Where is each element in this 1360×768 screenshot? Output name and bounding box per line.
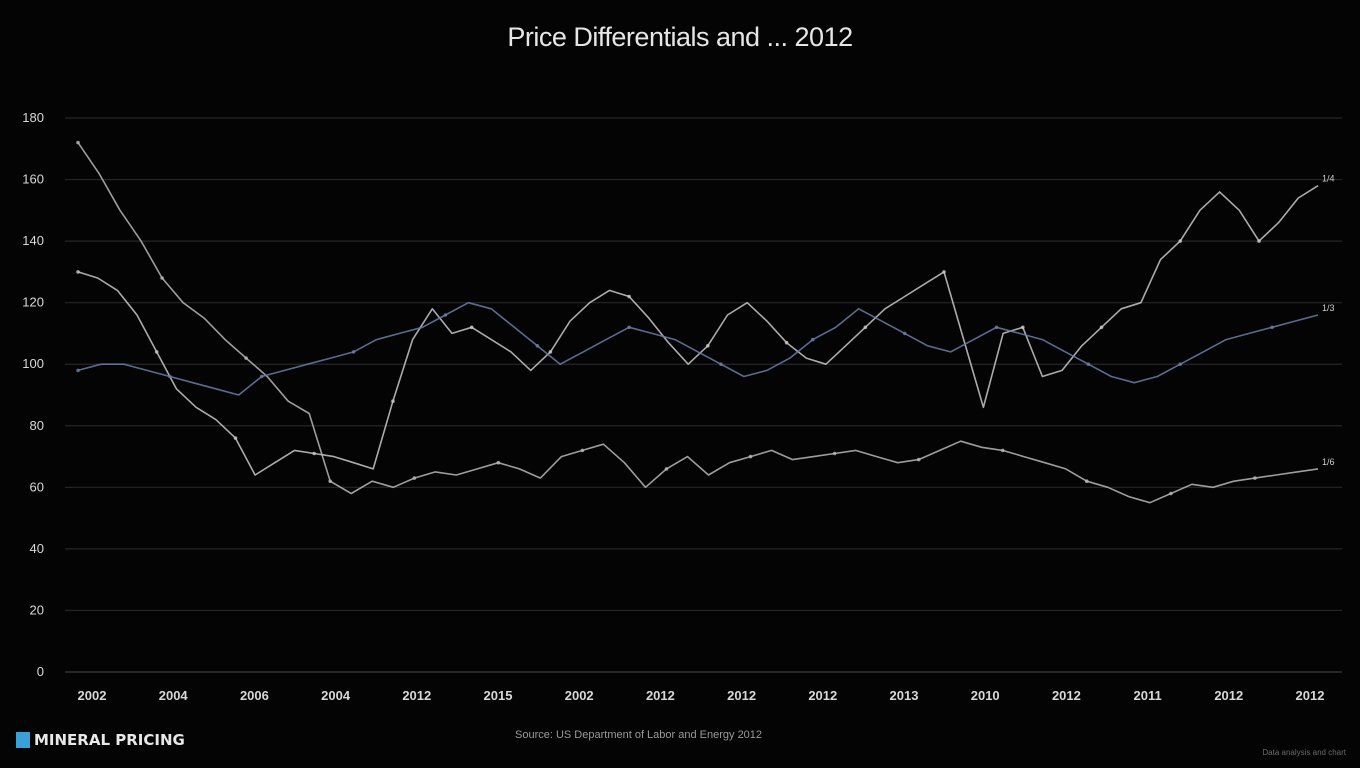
data-point	[1178, 239, 1182, 243]
end-labels: 1/6 1/4 1/3	[1322, 174, 1335, 467]
data-point	[1257, 239, 1261, 243]
chart-title: Price Differentials and ... 2012	[507, 22, 853, 52]
data-point	[160, 276, 164, 280]
data-point	[312, 451, 317, 456]
data-point	[580, 448, 585, 453]
data-point	[627, 294, 631, 299]
data-point	[1085, 479, 1089, 484]
data-point	[1000, 448, 1005, 453]
x-axis-ticks: 2002 2004 2006 2004 2012 2015 2002 2012 2012 2012…	[78, 688, 1325, 703]
data-point	[1086, 362, 1091, 367]
data-point	[76, 368, 80, 373]
data-point	[1021, 325, 1025, 330]
x-tick-label: 2004	[159, 688, 189, 703]
data-point	[902, 331, 907, 336]
data-point	[719, 362, 723, 367]
y-axis-ticks: 0 20 40 60 80 100 120 140 160 180	[22, 110, 44, 679]
data-point	[535, 344, 540, 348]
series-line-2	[77, 301, 1319, 396]
footer-logo: MINERAL PRICING	[16, 730, 185, 750]
series-line-1	[77, 185, 1319, 476]
x-tick-label: 2012	[808, 688, 837, 703]
x-tick-label: 2004	[321, 688, 351, 703]
footer-logo-text: MINERAL PRICING	[34, 731, 185, 749]
data-point	[1169, 491, 1173, 496]
y-tick-label: 160	[22, 172, 44, 187]
series-lines	[76, 140, 1319, 504]
data-point	[76, 140, 80, 145]
data-point	[706, 344, 710, 348]
logo-mark-icon	[16, 732, 30, 748]
data-point	[443, 313, 448, 317]
data-point	[496, 460, 501, 465]
data-point	[748, 454, 753, 459]
x-tick-label: 2012	[1296, 688, 1325, 703]
x-tick-label: 2002	[565, 688, 594, 703]
data-point	[811, 337, 815, 342]
data-point	[994, 325, 999, 330]
data-point	[916, 457, 921, 462]
x-tick-label: 2013	[890, 688, 919, 703]
data-point	[469, 325, 474, 330]
data-point	[1099, 325, 1104, 330]
y-tick-label: 60	[30, 479, 44, 494]
y-tick-label: 0	[37, 664, 44, 679]
series-end-label: 1/3	[1322, 303, 1335, 313]
x-tick-label: 2012	[1214, 688, 1243, 703]
x-tick-label: 2012	[402, 688, 431, 703]
data-point	[412, 476, 417, 480]
data-point	[168, 374, 172, 379]
series-end-label: 1/6	[1322, 457, 1335, 467]
series-line-0	[77, 142, 1319, 504]
data-point	[1270, 325, 1274, 330]
data-point	[259, 374, 264, 379]
y-tick-label: 20	[30, 602, 44, 617]
data-point	[1253, 476, 1257, 480]
x-tick-label: 2012	[646, 688, 675, 703]
gridlines	[65, 117, 1342, 673]
data-point	[233, 436, 238, 440]
data-point	[244, 356, 248, 360]
y-tick-label: 120	[22, 295, 44, 310]
x-tick-label: 2012	[727, 688, 756, 703]
data-point	[863, 325, 868, 330]
data-point	[1178, 362, 1182, 367]
y-tick-label: 140	[22, 233, 44, 248]
x-tick-label: 2011	[1133, 688, 1161, 703]
data-point	[351, 350, 356, 354]
data-point	[664, 467, 669, 471]
data-point	[832, 451, 837, 456]
x-tick-label: 2015	[484, 688, 513, 703]
series-end-label: 1/4	[1322, 174, 1335, 184]
data-point	[942, 270, 946, 274]
data-point	[391, 399, 395, 404]
y-tick-label: 100	[22, 356, 44, 371]
data-point	[154, 350, 159, 354]
footer-credit: Data analysis and chart	[1262, 748, 1346, 757]
y-tick-label: 40	[30, 541, 44, 556]
x-tick-label: 2012	[1052, 688, 1081, 703]
x-tick-label: 2006	[240, 688, 269, 703]
y-tick-label: 180	[22, 110, 44, 125]
x-tick-label: 2002	[78, 688, 107, 703]
data-point	[784, 340, 789, 345]
y-tick-label: 80	[30, 418, 44, 433]
footer-source: Source: US Department of Labor and Energ…	[515, 729, 763, 741]
data-point	[328, 479, 333, 484]
data-point	[76, 270, 80, 274]
x-tick-label: 2010	[971, 688, 1000, 703]
data-point	[548, 350, 553, 354]
data-point	[627, 325, 631, 330]
